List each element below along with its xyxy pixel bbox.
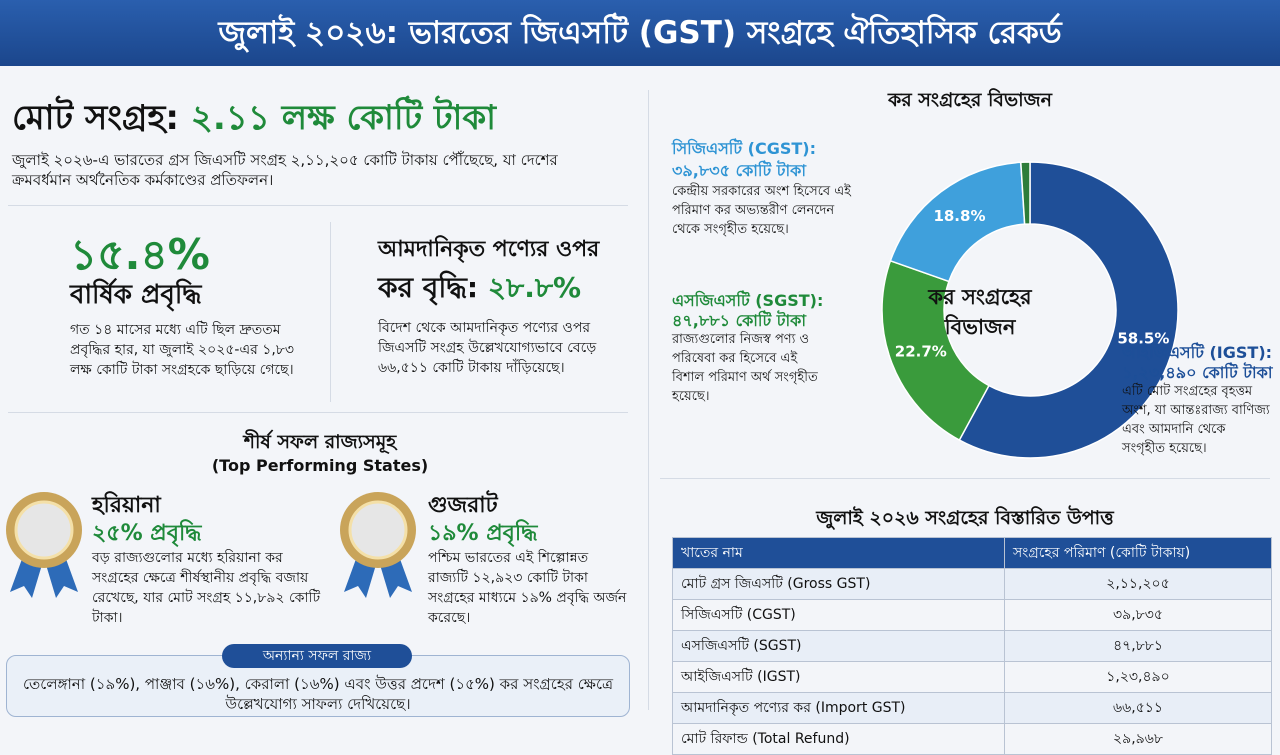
imports-line1: আমদানিকৃত পণ্যের ওপর	[378, 237, 600, 262]
slice-label: 58.5%	[1117, 329, 1169, 347]
growth-label: বার্ষিক প্রবৃদ্ধি	[70, 280, 202, 310]
table-header-cell: খাতের নাম	[671, 537, 1006, 569]
divider	[8, 205, 628, 206]
table-row: সিজিএসটি (CGST) ৩৯,৮৩৫	[671, 599, 1272, 631]
header-title: জুলাই ২০২৬: ভারতের জিএসটি (GST) সংগ্রহে …	[0, 0, 1280, 66]
table-cell: আমদানিকৃত পণ্যের কর (Import GST)	[671, 692, 1006, 724]
table-cell: ৪৭,৮৮১	[1004, 630, 1272, 662]
state-name: গুজরাট	[428, 493, 498, 518]
divider	[660, 478, 1270, 479]
callout-text: এটি মোট সংগ্রহের বৃহত্তম অংশ, যা আন্তঃরা…	[1122, 384, 1270, 456]
callout-name: এসজিএসটি (SGST):	[672, 291, 824, 310]
donut-chart: 58.5% 22.7% 18.8%	[881, 161, 1179, 459]
divider	[330, 222, 331, 402]
donut-slice	[1020, 161, 1031, 225]
table-row: মোট গ্রস জিএসটি (Gross GST) ২,১১,২০৫	[671, 568, 1272, 600]
summary-text: জুলাই ২০২৬-এ ভারতের গ্রস জিএসটি সংগ্রহ ২…	[12, 151, 558, 189]
table-cell: ৩৯,৮৩৫	[1004, 599, 1272, 631]
callout-amount: ৪৭,৮৮১ কোটি টাকা	[672, 311, 806, 330]
callout-name: আইজিএসটি (IGST):	[1122, 343, 1273, 362]
table-row: এসজিএসটি (SGST) ৪৭,৮৮১	[671, 630, 1272, 662]
summary-heading: মোট সংগ্রহ: ২.১১ লক্ষ কোটি টাকা	[12, 92, 496, 149]
data-table: খাতের নাম সংগ্রহের পরিমাণ (কোটি টাকায়) মো…	[671, 537, 1272, 755]
table-row: আমদানিকৃত পণ্যের কর (Import GST) ৬৬,৫১১	[671, 692, 1272, 724]
slice-label: 22.7%	[895, 342, 947, 360]
states-title: শীর্ষ সফল রাজ্যসমূহ	[243, 431, 397, 453]
center-label: কর সংগ্রহের বিভাজন	[928, 285, 1032, 339]
table-row: আইজিএসটি (IGST) ১,২৩,৪৯০	[671, 661, 1272, 693]
table-cell: ২,১১,২০৫	[1004, 568, 1272, 600]
summary-amount: ২.১১ লক্ষ কোটি টাকা	[190, 98, 497, 138]
imports-value: ২৮.৮%	[487, 271, 582, 304]
table-header-row: খাতের নাম সংগ্রহের পরিমাণ (কোটি টাকায়)	[671, 537, 1272, 569]
imports-heading: কর বৃদ্ধি: ২৮.৮%	[378, 266, 581, 313]
others-title: অন্যান্য সফল রাজ্য	[222, 644, 412, 668]
table-cell: সিজিএসটি (CGST)	[671, 599, 1006, 631]
state-name: হরিয়ানা	[92, 493, 161, 518]
state-text: পশ্চিম ভারতের এই শিল্পোন্নত রাজ্যটি ১২,৯…	[428, 550, 627, 626]
callout-amount: ১,২৩,৪৯০ কোটি টাকা	[1122, 363, 1273, 382]
table-header-cell: সংগ্রহের পরিমাণ (কোটি টাকায়)	[1004, 537, 1272, 569]
table-cell: মোট রিফান্ড (Total Refund)	[671, 723, 1006, 755]
growth-text: গত ১৪ মাসের মধ্যে এটি ছিল দ্রুততম প্রবৃদ…	[70, 322, 294, 378]
table-cell: আইজিএসটি (IGST)	[671, 661, 1006, 693]
state-growth: ২৫% প্রবৃদ্ধি	[92, 521, 202, 546]
callout-amount: ৩৯,৮৩৫ কোটি টাকা	[672, 161, 806, 180]
states-subtitle: (Top Performing States)	[211, 456, 429, 475]
slice-label: 18.8%	[933, 207, 985, 225]
imports-text: বিদেশ থেকে আমদানিকৃত পণ্যের ওপর জিএসটি স…	[378, 320, 597, 376]
summary-label: মোট সংগ্রহ:	[12, 98, 179, 138]
table-cell: ২৯,৯৬৮	[1004, 723, 1272, 755]
divider	[8, 412, 628, 413]
callout-text: কেন্দ্রীয় সরকারের অংশ হিসেবে এই পরিমাণ …	[672, 184, 851, 237]
chart-title: কর সংগ্রহের বিভাজন	[887, 89, 1053, 111]
divider	[648, 90, 649, 710]
table-cell: এসজিএসটি (SGST)	[671, 630, 1006, 662]
state-text: বড় রাজ্যগুলোর মধ্যে হরিয়ানা কর সংগ্রহে…	[92, 550, 321, 626]
donut-slice	[881, 259, 990, 442]
medal-icon	[6, 492, 82, 598]
others-text: তেলেঙ্গানা (১৯%), পাঞ্জাব (১৬%), কেরালা …	[22, 675, 614, 713]
table-cell: ৬৬,৫১১	[1004, 692, 1272, 724]
callout-name: সিজিএসটি (CGST):	[672, 139, 816, 158]
growth-value: ১৫.৪%	[70, 230, 210, 279]
callout-text: রাজ্যগুলোর নিজস্ব পণ্য ও পরিষেবা কর হিসে…	[672, 332, 818, 404]
table-title: জুলাই ২০২৬ সংগ্রহের বিস্তারিত উপাত্ত	[816, 507, 1114, 529]
imports-line2: কর বৃদ্ধি:	[378, 271, 479, 304]
state-growth: ১৯% প্রবৃদ্ধি	[428, 521, 538, 546]
table-cell: ১,২৩,৪৯০	[1004, 661, 1272, 693]
table-row: মোট রিফান্ড (Total Refund) ২৯,৯৬৮	[671, 723, 1272, 755]
medal-icon	[340, 492, 416, 598]
table-cell: মোট গ্রস জিএসটি (Gross GST)	[671, 568, 1006, 600]
donut-slice	[958, 161, 1179, 459]
